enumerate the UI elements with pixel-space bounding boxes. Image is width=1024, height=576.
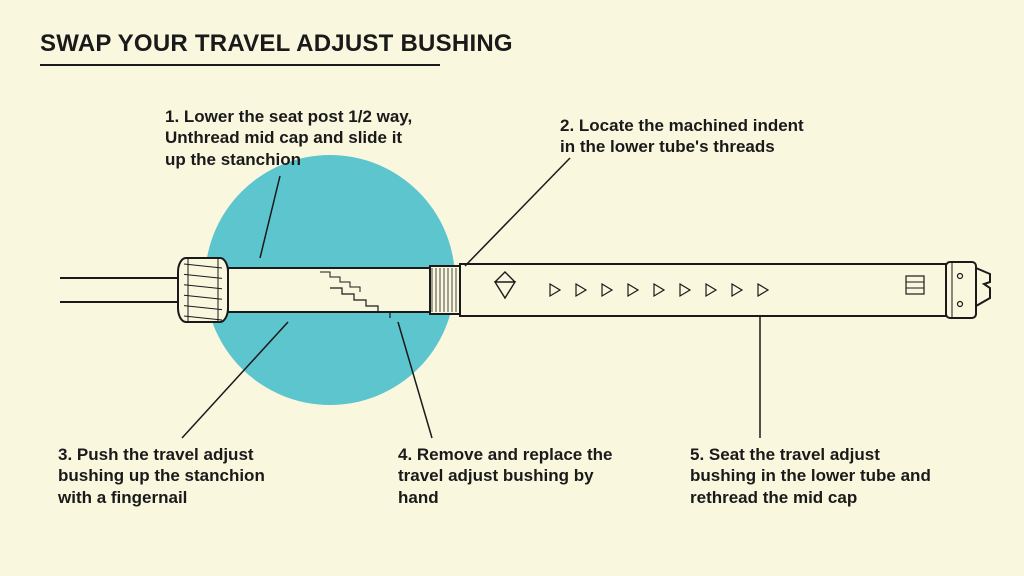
step-1: 1. Lower the seat post 1/2 way, Unthread… — [165, 106, 415, 170]
step-2: 2. Locate the machined indent in the low… — [560, 115, 820, 158]
step-5: 5. Seat the travel adjust bushing in the… — [690, 444, 950, 508]
title-underline — [40, 64, 440, 66]
page-title: SWAP YOUR TRAVEL ADJUST BUSHING — [40, 30, 513, 58]
step-4: 4. Remove and replace the travel adjust … — [398, 444, 618, 508]
step-3: 3. Push the travel adjust bushing up the… — [58, 444, 298, 508]
